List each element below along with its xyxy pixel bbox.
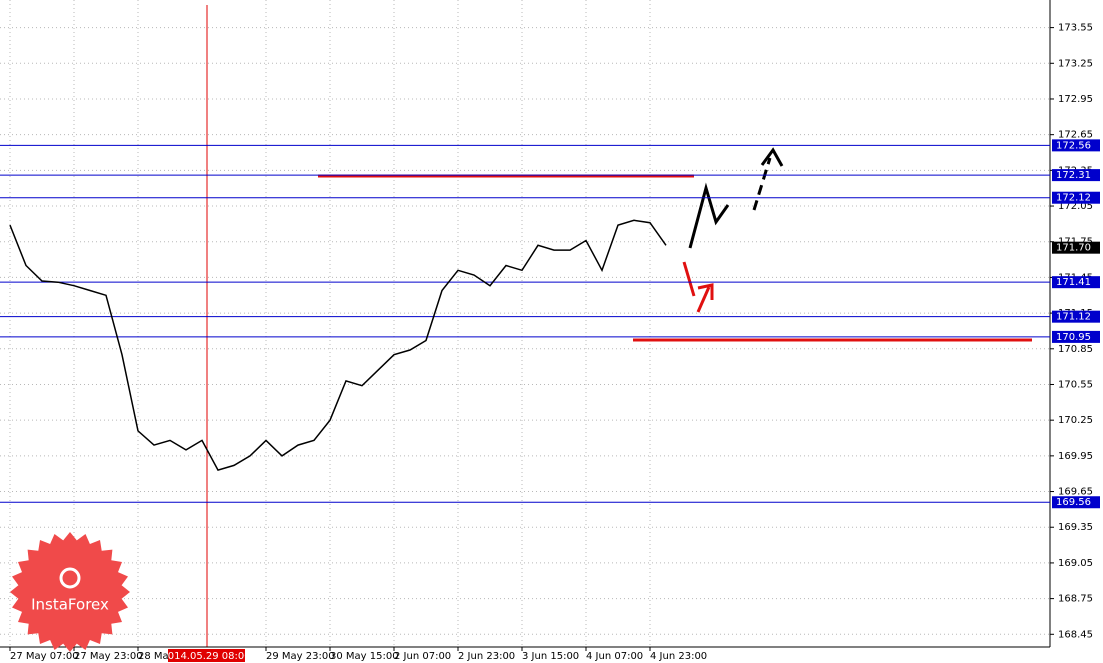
y-tick-label: 170.55: [1058, 379, 1093, 390]
price-level-label: 172.56: [1056, 140, 1091, 151]
x-tick-label: 27 May 23:00: [74, 651, 143, 662]
y-tick-label: 169.05: [1058, 558, 1093, 569]
grid: [0, 0, 1050, 647]
x-tick-label: 4 Jun 23:00: [650, 651, 707, 662]
x-tick-label: 27 May 07:00: [10, 651, 79, 662]
price-level-label: 169.56: [1056, 497, 1091, 508]
price-level-box: [1052, 191, 1100, 204]
price-level-label: 172.31: [1056, 170, 1091, 181]
crosshair-label: 2014.05.29 08:00: [161, 651, 250, 662]
price-line: [9, 219, 667, 471]
price-level-box: [1052, 310, 1100, 323]
arrow-up: [688, 182, 730, 249]
price-level-label: 170.95: [1056, 332, 1091, 343]
logo-badge: [10, 532, 130, 652]
price-level-box: [1052, 276, 1100, 289]
y-tick-label: 173.55: [1058, 23, 1093, 34]
y-tick-label: 168.45: [1058, 629, 1093, 640]
y-tick-label: 168.75: [1058, 594, 1093, 605]
x-tick-label: 2 Jun 23:00: [458, 651, 515, 662]
arrow-down: [682, 261, 696, 297]
x-tick-label: 3 Jun 15:00: [522, 651, 579, 662]
arrow-rebound-head: [697, 283, 714, 300]
crosshair-box: [168, 649, 245, 662]
price-level-box: [1052, 330, 1100, 343]
price-level-box: [1052, 139, 1100, 152]
current-price-label: 171.70: [1056, 243, 1091, 254]
x-tick-label: 29 May 23:00: [266, 651, 335, 662]
arrow-rebound: [696, 286, 711, 313]
watermark: InstaForex: [10, 532, 130, 652]
logo-text: InstaForex: [31, 596, 109, 614]
x-tick-label: 4 Jun 07:00: [586, 651, 643, 662]
y-tick-label: 172.65: [1058, 130, 1093, 141]
arrow-head: [760, 147, 784, 167]
y-tick-label: 170.85: [1058, 344, 1093, 355]
price-level-box: [1052, 496, 1100, 509]
y-tick-label: 172.95: [1058, 94, 1093, 105]
price-level-label: 171.41: [1056, 277, 1091, 288]
price-level-label: 172.12: [1056, 193, 1091, 204]
logo-icon: [59, 567, 81, 589]
price-level-label: 171.12: [1056, 312, 1091, 323]
y-tick-label: 169.65: [1058, 487, 1093, 498]
y-tick-label: 170.25: [1058, 415, 1093, 426]
current-price-box: [1052, 241, 1100, 254]
x-tick-label: 28 Ma: [138, 651, 169, 662]
y-tick-label: 173.25: [1058, 58, 1093, 69]
x-tick-label: 2 Jun 07:00: [394, 651, 451, 662]
y-tick-label: 172.05: [1058, 201, 1093, 212]
y-tick-label: 169.35: [1058, 522, 1093, 533]
arrow-dashed: [752, 157, 772, 211]
price-level-box: [1052, 169, 1100, 182]
forecast-arrows: [682, 147, 784, 313]
x-tick-label: 30 May 15:00: [330, 651, 399, 662]
y-tick-label: 169.95: [1058, 451, 1093, 462]
